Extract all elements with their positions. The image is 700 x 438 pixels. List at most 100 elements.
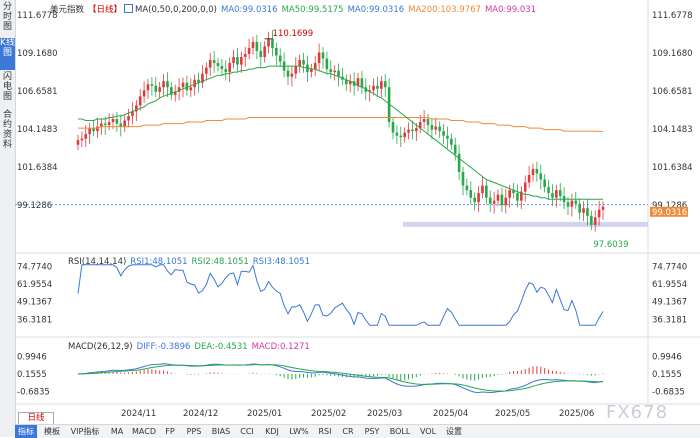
candle-body [372,85,375,91]
sidebar-tab[interactable]: 闪电图 [2,72,12,102]
candle-body [368,90,371,92]
candle-body [212,60,216,64]
main-legend: 美元指数 【日线】 MA(0,50,0,200,0,0) MA0:99.0316 MA5… [50,3,544,15]
candle-body [119,123,123,127]
candle-body [255,41,259,51]
candle-body [138,96,142,106]
y-tick-right: 101.6384 [652,163,693,173]
candle-body [236,57,239,65]
legend-value: MA50:99.5175 [281,5,344,15]
macd-dea-line [78,364,603,392]
candle-body [107,122,111,126]
candle-body [364,87,368,92]
candle-body [131,111,134,116]
toolbar-item[interactable]: BIAS [211,427,231,436]
candle-body [84,134,88,139]
candle-body [453,144,457,154]
macd-title: MACD(26,12,9) [68,342,133,352]
ma50-line [78,65,603,200]
candle-body [504,197,508,206]
watermark: FX678 [606,402,669,423]
toolbar-item[interactable]: MA [110,427,124,436]
toolbar-item[interactable]: 设置 [446,427,462,436]
toolbar-item[interactable]: FP [165,427,175,436]
candle-body [267,38,270,47]
candle-body [387,87,391,123]
toolbar-item[interactable]: CCI [240,427,254,436]
macd-legend: MACD(26,12,9) DIFF:-0.3896 DEA:-0.4531 MACD… [68,342,318,352]
legend-value: MA200:103.9767 [408,5,481,15]
candle-body [290,73,294,77]
candle-body [201,73,204,83]
y-tick-right: 106.6581 [652,87,693,97]
x-axis-label: 2024/12 [183,409,218,419]
candle-body [520,191,523,201]
toolbar-item[interactable]: 模板 [44,427,60,436]
ma-settings-icon[interactable] [124,4,134,13]
candle-body [523,182,527,192]
candle-body [415,128,418,132]
x-axis-label: 2025/05 [495,409,530,419]
rsi-tick-left: 74.7740 [17,262,52,272]
symbol-name: 美元指数 [50,5,85,15]
candle-body [286,70,290,77]
candle-body [150,84,154,86]
candle-body [278,55,282,62]
candle-body [302,60,305,65]
candle-body [240,57,243,65]
candle-body [306,64,309,73]
candle-body [508,190,511,198]
macd-tick-right: 0.1555 [652,370,682,380]
rsi-tick-left: 36.3181 [17,315,52,325]
candle-body [551,193,554,198]
legend-value: DEA:-0.4531 [194,342,248,352]
candle-body [469,190,473,198]
toolbar-item[interactable]: MACD [132,427,156,436]
candle-body [352,81,356,86]
period-tag: 【日线】 [88,5,123,15]
toolbar-item[interactable]: PPS [186,427,202,436]
candle-body [135,105,138,112]
toolbar-item[interactable]: LW% [289,427,309,436]
y-tick-left: 106.6581 [17,87,58,97]
candle-body [586,208,589,216]
toolbar-item[interactable]: VOL [419,427,437,436]
rsi-line [77,264,604,326]
candle-body [325,58,329,70]
macd-tick-left: 0.1555 [17,370,47,380]
candle-body [376,85,379,89]
toolbar-item[interactable]: CR [342,427,354,436]
toolbar-item[interactable]: KDJ [265,427,279,436]
candle-body [228,63,231,73]
y-tick-right: 99.1286 [652,201,687,211]
last-price-tag [650,206,688,217]
rsi-tick-right: 49.1367 [652,298,687,308]
toolbar-item[interactable]: PSY [364,427,380,436]
legend-value: DIFF:-0.3896 [136,342,191,352]
candle-body [477,193,480,203]
sidebar-tab[interactable]: K线图 [0,38,15,70]
candle-body [461,171,465,186]
candle-body [574,200,578,204]
x-axis-label: 2025/01 [247,409,282,419]
legend-value: RSI1:48.1051 [130,257,188,267]
candle-body [317,52,321,64]
y-tick-left: 101.6384 [17,163,58,173]
candle-body [111,119,115,123]
candle-body [496,194,500,201]
candle-body [321,52,325,59]
candle-body [193,79,196,88]
kline-chart-area[interactable]: 111.6778 111.6778 109.1680 109.1680 106.6581… [15,0,700,422]
legend-value: RSI2:48.1051 [191,257,249,267]
toolbar-item[interactable]: VIP指标 [70,427,100,436]
sidebar-tab[interactable]: 分时图 [2,2,12,32]
candle-body [407,129,410,133]
candle-body [337,70,340,77]
candle-body [593,217,597,225]
toolbar-item[interactable]: RSI [318,427,332,436]
legend-value: MA0:99.031 [484,5,537,15]
sidebar-tab[interactable]: 合约资料 [2,110,12,150]
toolbar-item[interactable]: 指标 [15,425,37,438]
candle-body [446,135,449,139]
toolbar-item[interactable]: BOLL [389,427,411,436]
